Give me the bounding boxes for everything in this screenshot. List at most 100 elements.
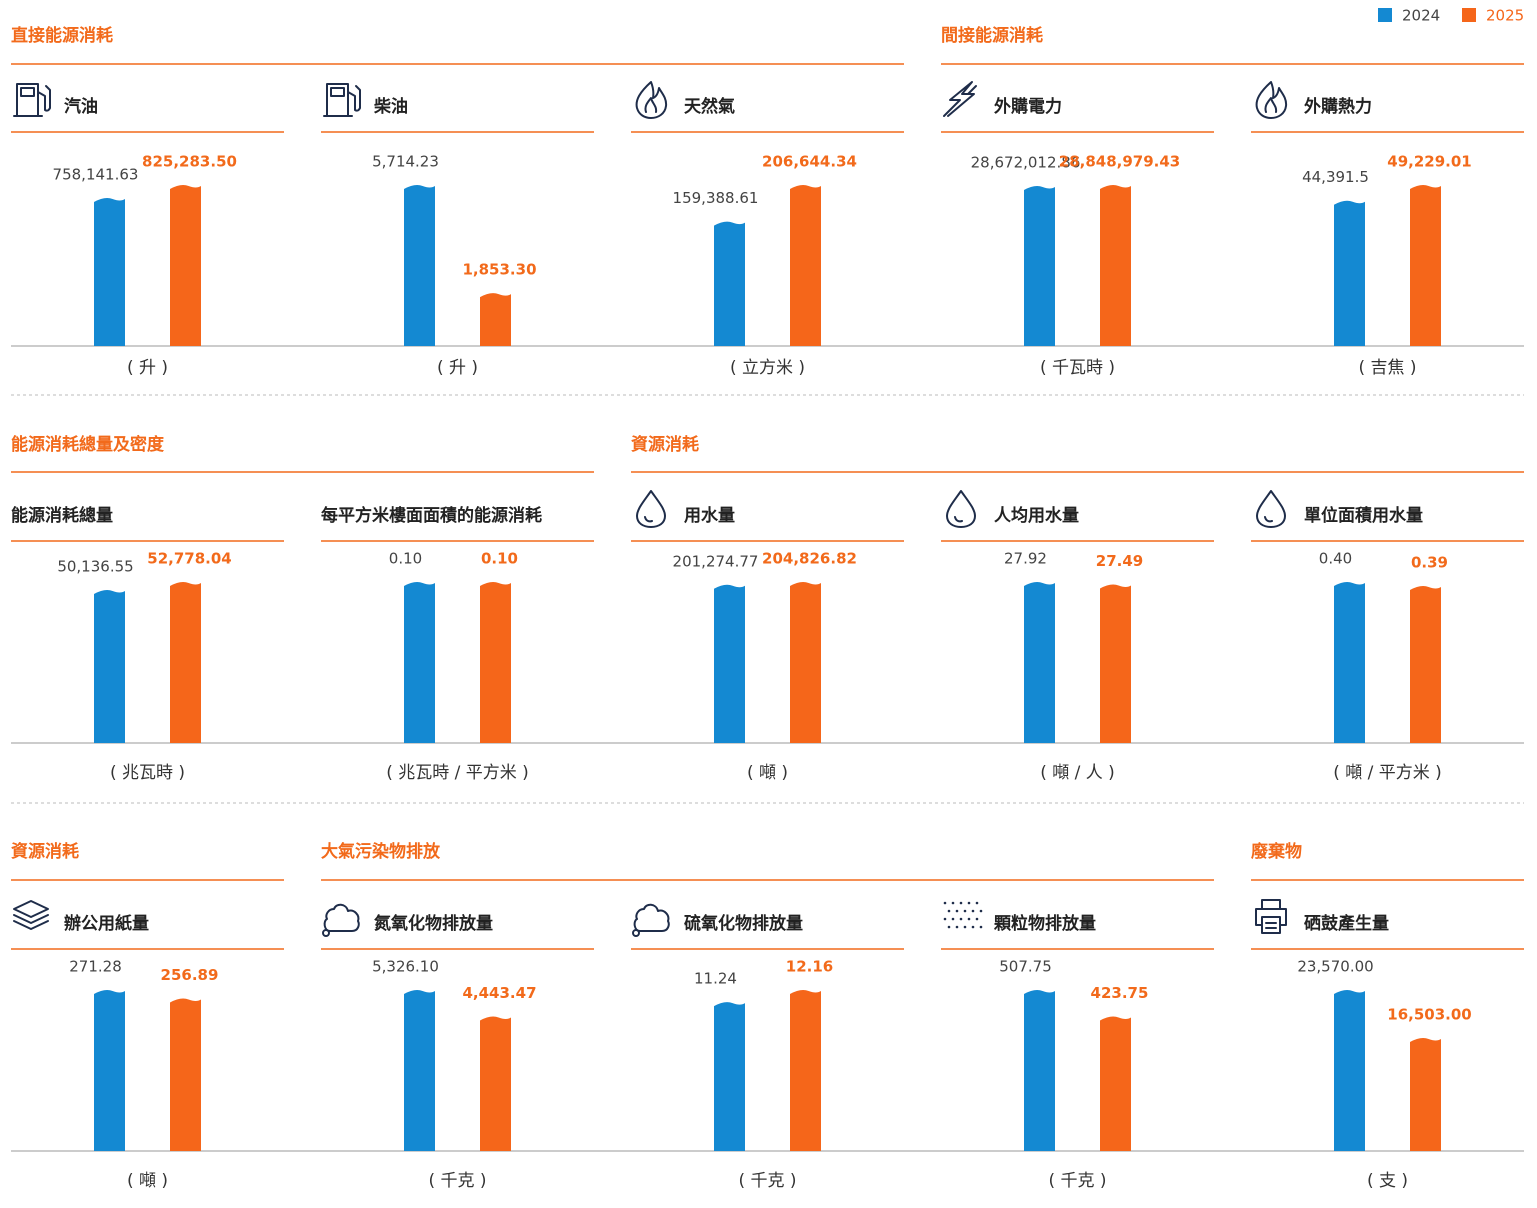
section-title: 直接能源消耗 xyxy=(11,25,113,46)
legend-swatch xyxy=(1378,8,1392,22)
value-label-2024: 507.75 xyxy=(999,958,1052,976)
value-label-2025: 27.49 xyxy=(1096,552,1143,570)
section-title: 資源消耗 xyxy=(11,841,79,862)
value-label-2024: 5,714.23 xyxy=(372,153,439,171)
icon-dot xyxy=(971,909,975,913)
icon xyxy=(635,81,668,119)
value-label-2025: 28,848,979.43 xyxy=(1059,153,1180,171)
icon xyxy=(632,903,670,937)
unit-label: ( 立方米 ) xyxy=(730,358,805,378)
panel-title: 柴油 xyxy=(373,96,408,117)
icon-dot xyxy=(955,909,959,913)
unit-label: ( 噸 / 平方米 ) xyxy=(1333,763,1442,783)
value-label-2024: 23,570.00 xyxy=(1297,958,1373,976)
icon-dot xyxy=(975,917,979,921)
legend-label: 2024 xyxy=(1402,7,1440,25)
icon-dot xyxy=(959,917,963,921)
value-label-2025: 49,229.01 xyxy=(1387,153,1471,171)
value-label-2025: 12.16 xyxy=(786,958,833,976)
section-title: 大氣污染物排放 xyxy=(321,841,441,862)
bar xyxy=(170,582,201,743)
value-label-2024: 159,388.61 xyxy=(673,189,759,207)
value-label-2024: 201,274.77 xyxy=(673,552,759,570)
bar xyxy=(1334,200,1365,346)
panel-title: 顆粒物排放量 xyxy=(994,913,1096,934)
legend-swatch xyxy=(1462,8,1476,22)
value-label-2025: 0.39 xyxy=(1411,554,1448,572)
bar xyxy=(94,590,125,743)
icon-stroke xyxy=(323,83,361,117)
bar xyxy=(480,582,511,743)
icon xyxy=(946,490,976,528)
bar xyxy=(404,990,435,1151)
icon-dot xyxy=(947,925,951,929)
panel-title: 氮氧化物排放量 xyxy=(374,913,493,934)
unit-label: ( 千克 ) xyxy=(1048,1171,1106,1191)
icon-stroke xyxy=(1255,81,1288,119)
panel-title: 用水量 xyxy=(684,505,735,526)
section-title: 間接能源消耗 xyxy=(941,25,1043,46)
bar xyxy=(480,1016,511,1151)
value-label-2024: 0.10 xyxy=(389,550,422,568)
icon-dot xyxy=(979,909,983,913)
panel-title: 辦公用紙量 xyxy=(64,913,149,934)
panel-title: 硫氧化物排放量 xyxy=(684,913,803,934)
icon-stroke xyxy=(633,903,670,932)
legend-label: 2025 xyxy=(1486,7,1524,25)
panel-title: 外購熱力 xyxy=(1304,96,1372,117)
bar xyxy=(404,582,435,743)
value-label-2025: 4,443.47 xyxy=(462,984,536,1002)
icon xyxy=(1255,81,1288,119)
bar xyxy=(1024,185,1055,346)
icon-dot xyxy=(951,917,955,921)
value-label-2024: 50,136.55 xyxy=(57,558,133,576)
icon-dot xyxy=(943,901,947,905)
value-label-2025: 206,644.34 xyxy=(762,153,857,171)
bar xyxy=(94,198,125,346)
section-title: 能源消耗總量及密度 xyxy=(11,434,165,455)
value-label-2024: 27.92 xyxy=(1004,550,1047,568)
value-label-2024: 11.24 xyxy=(694,970,737,988)
icon xyxy=(1255,899,1287,934)
icon xyxy=(943,81,977,117)
icon-stroke xyxy=(13,83,51,117)
value-label-2024: 758,141.63 xyxy=(53,166,139,184)
unit-label: ( 噸 / 人 ) xyxy=(1040,763,1115,783)
icon-dot xyxy=(963,909,967,913)
bar xyxy=(790,990,821,1151)
panel-title: 能源消耗總量 xyxy=(11,505,113,526)
value-label-2025: 204,826.82 xyxy=(762,550,857,568)
value-label-2025: 0.10 xyxy=(481,550,518,568)
bar xyxy=(790,185,821,346)
bar xyxy=(1024,582,1055,743)
unit-label: ( 千克 ) xyxy=(428,1171,486,1191)
unit-label: ( 噸 ) xyxy=(747,763,788,783)
value-label-2025: 256.89 xyxy=(161,966,219,984)
icon xyxy=(322,903,360,937)
icon xyxy=(943,901,983,929)
bar xyxy=(1410,1037,1441,1151)
unit-label: ( 噸 ) xyxy=(127,1171,168,1191)
bar xyxy=(1334,582,1365,743)
icon-dot xyxy=(955,925,959,929)
value-label-2025: 1,853.30 xyxy=(462,261,536,279)
bar xyxy=(1100,185,1131,346)
panel-title: 天然氣 xyxy=(684,96,735,117)
bar xyxy=(94,990,125,1151)
unit-label: ( 支 ) xyxy=(1367,1171,1408,1191)
unit-label: ( 千瓦時 ) xyxy=(1040,358,1115,378)
icon-stroke xyxy=(636,490,666,528)
bar xyxy=(714,1002,745,1151)
icon-dot xyxy=(959,901,963,905)
bar xyxy=(480,293,511,346)
icon-stroke xyxy=(943,81,977,117)
bar xyxy=(1410,185,1441,346)
panel-title: 每平方米樓面面積的能源消耗 xyxy=(321,505,542,526)
icon-dot xyxy=(947,909,951,913)
icon xyxy=(1256,490,1286,528)
icon-stroke xyxy=(322,929,330,937)
icon-stroke xyxy=(13,900,49,930)
value-label-2024: 28,672,012.86 xyxy=(971,153,1081,171)
